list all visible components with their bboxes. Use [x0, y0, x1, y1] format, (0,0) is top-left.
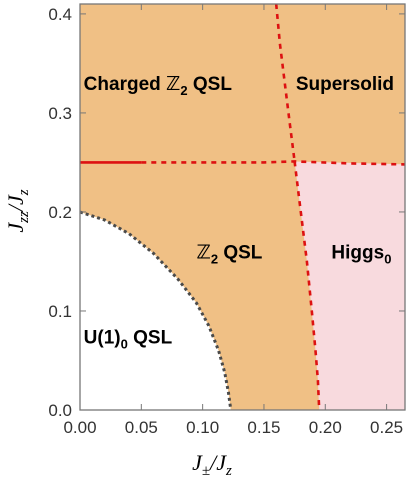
upper-vertical-boundary [274, 3, 296, 162]
y-tick-label: 0.2 [48, 203, 72, 222]
region-fill-higgs [294, 161, 405, 410]
phase-region-fills [80, 4, 405, 410]
region-label-z2: ℤ2 QSL [197, 241, 263, 266]
lower-vertical-boundary [293, 161, 321, 411]
region-label-supersolid: Supersolid [296, 74, 394, 95]
axis-ticks: 0.00 0.05 0.10 0.15 0.20 0.25 0.0 0.1 0.2 0.3 0.4 [48, 4, 405, 437]
plot-frame [79, 3, 406, 411]
region-labels: Charged ℤ2 QSL Supersolid ℤ2 QSL Higgs0 U(1)… [84, 73, 394, 352]
horizontal-dashed-boundary [141, 160, 406, 166]
region-fill-u1 [80, 212, 231, 410]
y-tick-label: 0.4 [48, 5, 72, 24]
x-tick-label: 0.25 [370, 418, 403, 437]
x-tick-label: 0.20 [309, 418, 342, 437]
y-tick-label: 0.0 [48, 401, 72, 420]
region-label-u1: U(1)0 QSL [84, 328, 173, 352]
u1-z2-boundary [79, 210, 233, 411]
region-label-higgs: Higgs0 [331, 242, 391, 266]
y-tick-label: 0.1 [48, 302, 72, 321]
y-tick-label: 0.3 [48, 104, 72, 123]
phase-boundaries [79, 3, 406, 411]
region-label-charged: Charged ℤ2 QSL [84, 73, 233, 98]
x-tick-label: 0.00 [63, 418, 96, 437]
x-tick-label: 0.05 [125, 418, 158, 437]
x-axis-label: J±/Jz [192, 450, 232, 479]
y-axis-label: Jzz/Jz [3, 189, 32, 232]
x-tick-label: 0.10 [186, 418, 219, 437]
x-tick-label: 0.15 [247, 418, 280, 437]
